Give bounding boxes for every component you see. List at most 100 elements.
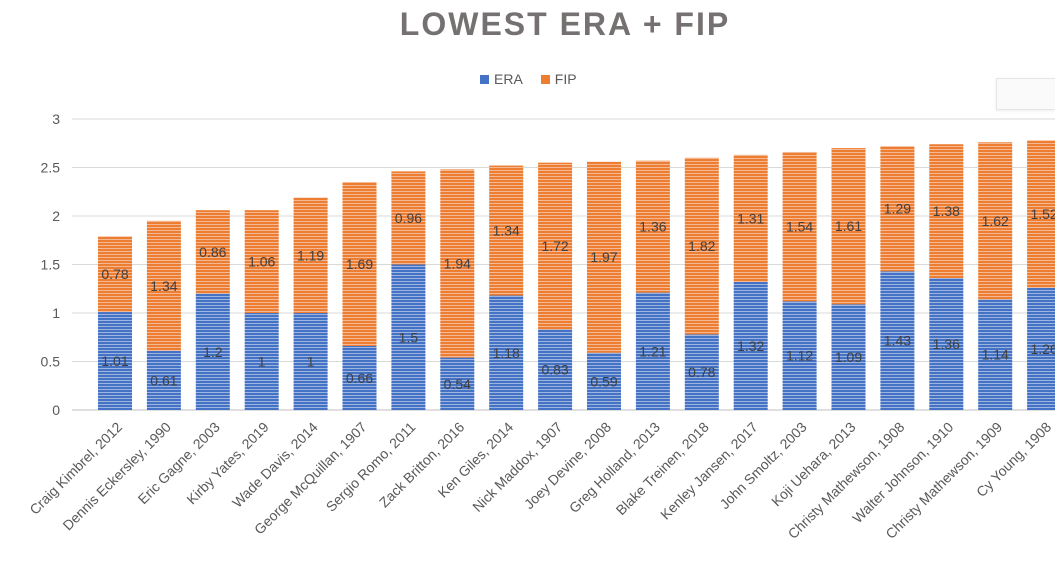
bar-era: [293, 313, 328, 410]
bar-era: [929, 278, 964, 410]
y-tick-label: 1.5: [41, 257, 61, 273]
bar-fip: [440, 169, 475, 358]
bar-era: [195, 293, 230, 410]
bar-era: [98, 312, 132, 410]
data-label-fip: 0.86: [199, 244, 226, 260]
data-label-fip: 1.72: [541, 238, 568, 254]
data-label-fip: 1.36: [639, 219, 666, 235]
bar-era: [635, 292, 670, 410]
data-label-era: 0.78: [688, 364, 715, 380]
bar-era: [440, 357, 475, 410]
data-label-fip: 1.69: [346, 256, 373, 272]
data-label-era: 0.66: [346, 370, 373, 386]
data-label-fip: 1.34: [150, 278, 177, 294]
data-label-era: 0.83: [541, 362, 568, 378]
x-tick-label: John Smoltz, 2003: [716, 419, 809, 512]
bar-fip: [489, 165, 524, 296]
y-tick-label: 1: [52, 305, 60, 321]
data-label-fip: 0.96: [395, 210, 422, 226]
data-label-fip: 1.06: [248, 254, 275, 270]
bar-era: [1027, 287, 1055, 410]
bar-era: [831, 304, 866, 410]
bar-fip: [244, 210, 279, 313]
data-label-fip: 1.97: [590, 249, 617, 265]
bar-era: [146, 350, 181, 410]
y-tick-label: 0: [52, 402, 60, 418]
bar-era: [733, 281, 768, 410]
data-label-era: 1.32: [737, 338, 764, 354]
data-label-era: 0.54: [444, 376, 471, 392]
bar-fip: [1027, 140, 1055, 288]
bar-fip: [831, 148, 866, 305]
bar-fip: [538, 162, 573, 330]
y-tick-label: 3: [52, 111, 60, 127]
x-tick-label: Sergio Romo, 2011: [323, 419, 419, 515]
bar-fip: [146, 220, 181, 351]
data-label-era: 1.5: [399, 329, 419, 345]
legend-label-fip: FIP: [554, 71, 577, 87]
x-tick-label: Kirby Yates, 2019: [183, 419, 272, 508]
data-label-era: 1.36: [933, 336, 960, 352]
y-tick-label: 2: [52, 208, 60, 224]
legend-item-fip: FIP: [540, 71, 577, 87]
legend-swatch-fip: [540, 74, 550, 84]
data-label-era: 1.09: [835, 349, 862, 365]
data-label-fip: 1.19: [297, 247, 324, 263]
bar-fip: [782, 151, 817, 302]
bar-era: [391, 264, 426, 410]
chart-title: LOWEST ERA + FIP: [399, 6, 731, 42]
data-label-fip: 1.82: [688, 238, 715, 254]
bar-fip: [929, 144, 964, 279]
data-label-era: 1: [258, 354, 266, 370]
data-label-era: 0.59: [590, 373, 617, 389]
bar-fip: [978, 142, 1013, 300]
bar-era: [684, 334, 719, 410]
bar-era: [587, 352, 621, 410]
bar-fip: [195, 210, 230, 294]
x-tick-label: Koji Uehara, 2013: [768, 419, 859, 510]
bar-fip: [391, 171, 426, 265]
bar-era: [489, 295, 524, 410]
bar-era: [342, 345, 377, 410]
bar-fip: [880, 146, 915, 272]
data-label-era: 0.61: [150, 372, 177, 388]
data-label-fip: 1.34: [493, 223, 520, 239]
legend-label-era: ERA: [494, 71, 523, 87]
data-label-fip: 1.94: [444, 256, 471, 272]
bar-era: [782, 301, 817, 410]
bar-era: [978, 299, 1013, 410]
data-label-fip: 1.61: [835, 218, 862, 234]
x-tick-label: Zack Britton, 2016: [376, 419, 468, 511]
data-label-era: 1: [307, 354, 315, 370]
bar-fip: [587, 161, 621, 353]
x-tick-label: Blake Treinen, 2018: [613, 419, 713, 519]
x-tick-label: Eric Gagne, 2003: [135, 419, 224, 508]
data-label-fip: 1.31: [737, 210, 764, 226]
y-tick-label: 0.5: [41, 354, 61, 370]
legend: ERA FIP: [480, 71, 595, 87]
data-label-fip: 1.62: [982, 213, 1009, 229]
legend-swatch-era: [480, 74, 489, 84]
data-label-era: 1.2: [203, 344, 223, 360]
bar-fip: [98, 236, 132, 313]
x-tick-label: Greg Holland, 2013: [566, 419, 663, 516]
data-label-era: 1.18: [493, 345, 520, 361]
data-label-era: 1.26: [1030, 341, 1055, 357]
panel-edge: [996, 78, 1055, 110]
bar-fip: [342, 182, 377, 346]
bar-era: [244, 313, 279, 410]
x-tick-label: Craig Kimbrel, 2012: [26, 419, 125, 518]
bar-era: [880, 271, 915, 410]
data-label-era: 1.21: [639, 343, 666, 359]
legend-item-era: ERA: [480, 71, 523, 87]
data-label-fip: 1.29: [884, 201, 911, 217]
bar-era: [538, 329, 573, 410]
x-tick-label: Wade Davis, 2014: [229, 419, 321, 511]
data-label-era: 1.01: [101, 353, 128, 369]
data-label-era: 1.14: [982, 347, 1009, 363]
x-tick-label: Joey Devine, 2008: [521, 419, 614, 512]
data-label-era: 1.43: [884, 333, 911, 349]
data-label-fip: 1.38: [933, 203, 960, 219]
data-label-fip: 1.54: [786, 219, 813, 235]
